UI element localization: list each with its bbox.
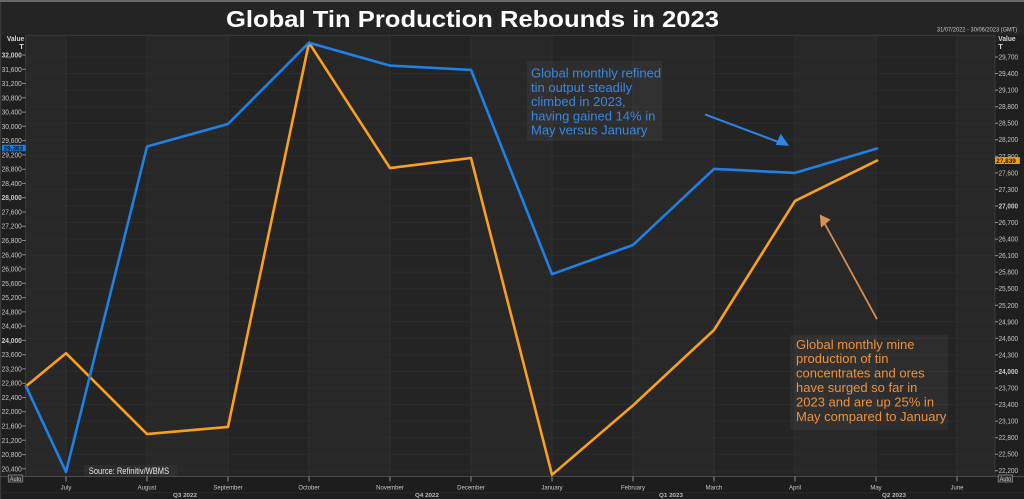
svg-text:2023 and are up 25% in: 2023 and are up 25% in (796, 394, 934, 409)
svg-text:27,900: 27,900 (999, 152, 1018, 161)
svg-text:May: May (870, 486, 881, 492)
svg-text:20,800: 20,800 (2, 450, 22, 459)
svg-text:25,600: 25,600 (2, 279, 22, 288)
svg-text:Global monthly mine: Global monthly mine (796, 337, 915, 352)
svg-text:Global monthly refined: Global monthly refined (531, 66, 661, 81)
svg-text:25,200: 25,200 (999, 301, 1018, 310)
svg-text:27,600: 27,600 (999, 168, 1018, 177)
svg-text:23,200: 23,200 (2, 364, 22, 373)
svg-text:30,400: 30,400 (2, 108, 22, 117)
svg-text:26,700: 26,700 (999, 218, 1018, 227)
svg-text:23,700: 23,700 (999, 384, 1018, 393)
svg-text:have surged so far in: have surged so far in (796, 380, 917, 395)
svg-text:24,800: 24,800 (2, 307, 22, 316)
svg-text:T: T (998, 42, 1003, 51)
svg-text:26,400: 26,400 (2, 250, 22, 259)
svg-text:26,000: 26,000 (2, 265, 22, 274)
svg-text:climbed in 2023,: climbed in 2023, (531, 94, 626, 109)
svg-text:Q4 2022: Q4 2022 (415, 493, 439, 499)
svg-text:27,839: 27,839 (996, 158, 1016, 165)
svg-text:April: April (789, 486, 801, 492)
svg-text:Value: Value (998, 34, 1015, 43)
svg-text:May versus January: May versus January (531, 123, 648, 138)
svg-text:27,200: 27,200 (2, 222, 22, 231)
svg-text:26,800: 26,800 (2, 236, 22, 245)
svg-text:production of tin: production of tin (796, 351, 889, 366)
svg-text:23,400: 23,400 (999, 400, 1018, 409)
svg-text:27,000: 27,000 (999, 202, 1018, 211)
svg-text:concentrates and ores: concentrates and ores (796, 366, 925, 381)
svg-text:30,800: 30,800 (2, 93, 22, 102)
svg-text:28,800: 28,800 (999, 102, 1018, 111)
svg-text:20,400: 20,400 (2, 464, 22, 473)
svg-text:30,000: 30,000 (2, 122, 22, 131)
svg-text:August: August (138, 486, 157, 492)
svg-text:having gained 14% in: having gained 14% in (531, 108, 655, 123)
svg-text:December: December (457, 486, 485, 492)
svg-text:22,500: 22,500 (999, 450, 1018, 459)
svg-text:22,800: 22,800 (2, 379, 22, 388)
svg-text:29,600: 29,600 (2, 136, 22, 145)
svg-text:Q3 2022: Q3 2022 (173, 493, 197, 499)
svg-text:29,200: 29,200 (2, 150, 22, 159)
svg-text:24,300: 24,300 (999, 350, 1018, 359)
svg-text:28,500: 28,500 (999, 119, 1018, 128)
svg-text:28,200: 28,200 (999, 135, 1018, 144)
svg-text:27,300: 27,300 (999, 185, 1018, 194)
svg-text:T: T (19, 42, 24, 51)
svg-text:29,400: 29,400 (999, 69, 1018, 78)
svg-text:Q1 2023: Q1 2023 (659, 493, 684, 499)
svg-text:23,100: 23,100 (999, 417, 1018, 426)
svg-text:28,000: 28,000 (2, 193, 22, 202)
svg-text:September: September (213, 486, 242, 492)
svg-text:21,200: 21,200 (2, 436, 22, 445)
svg-text:24,000: 24,000 (999, 367, 1018, 376)
svg-text:25,800: 25,800 (999, 268, 1018, 277)
svg-text:22,400: 22,400 (2, 393, 22, 402)
svg-text:26,400: 26,400 (999, 235, 1018, 244)
svg-text:31,200: 31,200 (2, 79, 22, 88)
svg-text:October: October (298, 486, 319, 492)
svg-text:31/07/2022 - 30/06/2023 (GMT): 31/07/2022 - 30/06/2023 (GMT) (937, 27, 1017, 34)
svg-text:29,100: 29,100 (999, 86, 1018, 95)
svg-text:July: July (61, 486, 72, 492)
svg-text:May compared to January: May compared to January (796, 409, 947, 424)
svg-text:29,700: 29,700 (999, 53, 1018, 62)
svg-text:February: February (621, 486, 645, 492)
svg-text:June: June (950, 486, 964, 492)
svg-text:22,200: 22,200 (999, 466, 1018, 475)
svg-text:29,363: 29,363 (4, 145, 24, 152)
svg-text:Auto: Auto (1000, 476, 1012, 483)
svg-text:Value: Value (7, 34, 24, 43)
svg-text:24,600: 24,600 (999, 334, 1018, 343)
svg-text:23,600: 23,600 (2, 350, 22, 359)
svg-text:21,600: 21,600 (2, 422, 22, 431)
svg-text:tin output steadily: tin output steadily (531, 80, 633, 95)
svg-text:Source: Refinitiv/WBMS: Source: Refinitiv/WBMS (89, 466, 169, 476)
svg-text:Global Tin Production Rebounds: Global Tin Production Rebounds in 2023 (226, 6, 719, 32)
svg-text:27,600: 27,600 (2, 208, 22, 217)
svg-text:January: January (541, 486, 562, 492)
svg-text:March: March (706, 486, 723, 492)
svg-text:22,800: 22,800 (999, 433, 1018, 442)
svg-text:Auto: Auto (10, 476, 22, 483)
svg-text:24,000: 24,000 (2, 336, 22, 345)
svg-text:31,600: 31,600 (2, 65, 22, 74)
svg-text:25,500: 25,500 (999, 284, 1018, 293)
svg-text:22,000: 22,000 (2, 407, 22, 416)
svg-text:24,900: 24,900 (999, 317, 1018, 326)
svg-text:Q2 2023: Q2 2023 (882, 493, 907, 499)
svg-text:26,100: 26,100 (999, 251, 1018, 260)
svg-text:28,400: 28,400 (2, 179, 22, 188)
svg-text:24,400: 24,400 (2, 322, 22, 331)
svg-text:32,000: 32,000 (2, 51, 22, 60)
svg-text:November: November (376, 486, 404, 492)
svg-text:28,800: 28,800 (2, 165, 22, 174)
svg-text:25,200: 25,200 (2, 293, 22, 302)
